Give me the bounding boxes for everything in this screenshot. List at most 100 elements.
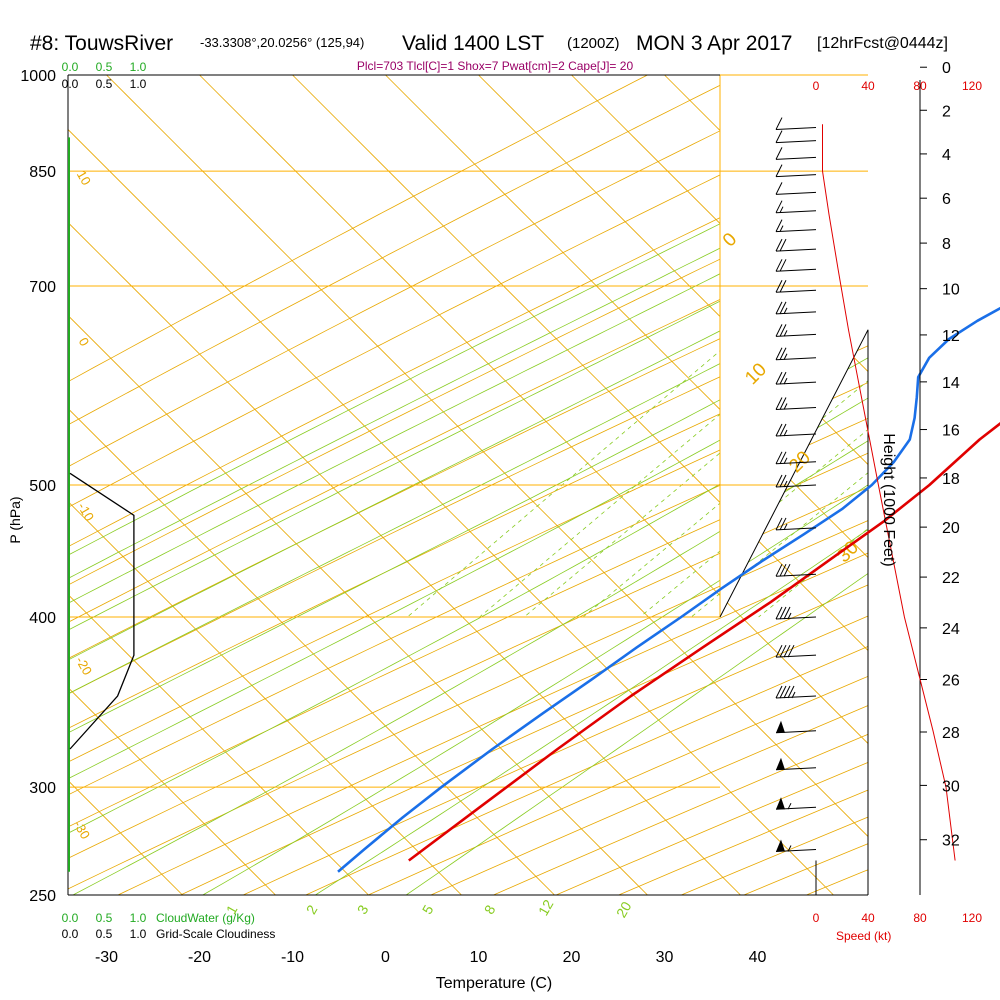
wind-barb-flag	[779, 685, 787, 699]
wind-barb-pennant	[776, 839, 785, 852]
wind-barb-pennant	[776, 797, 785, 810]
sounding-indices: Plcl=703 Tlcl[C]=1 Shox=7 Pwat[cm]=2 Cap…	[357, 59, 634, 73]
wind-barb-flag	[775, 451, 783, 465]
wind-barb-half	[783, 307, 788, 315]
dry-adiabat-line	[68, 75, 868, 895]
wind-barb-flag	[779, 423, 787, 437]
height-tick-label: 20	[942, 520, 960, 537]
cloud-water-tick-bottom: 1.0	[130, 911, 147, 925]
station-location: -33.3308°,20.0256° (125,94)	[200, 35, 364, 50]
height-tick-label: 8	[942, 236, 951, 253]
station-title: #8: TouwsRiver	[30, 32, 173, 55]
dry-adiabat-line	[68, 75, 705, 895]
temperature-tick-label: 10	[470, 949, 488, 966]
dry-adiabat-line	[438, 75, 868, 895]
wind-barb-flag	[779, 397, 787, 410]
wind-barb-flag	[779, 371, 787, 385]
speed-axis-label: Speed (kt)	[836, 929, 891, 943]
height-tick-label: 24	[942, 621, 960, 638]
pressure-tick-label: 700	[29, 279, 56, 296]
wind-barb-staff	[775, 406, 817, 410]
dry-adiabat-label: -30	[71, 818, 93, 842]
mixing-ratio-label: 5	[419, 902, 437, 917]
wind-barb-flag	[775, 279, 783, 293]
mixing-ratio-line	[758, 75, 868, 618]
wind-barb-flag	[775, 200, 783, 213]
isotherm-line	[478, 75, 868, 895]
wind-barb-staff	[775, 174, 817, 178]
dry-adiabat-line	[68, 75, 868, 895]
temperature-profile	[408, 422, 1000, 862]
diagonal-boundary	[719, 329, 869, 618]
wind-barb-half	[787, 612, 792, 620]
wind-barb-half	[779, 225, 784, 232]
forecast-date: MON 3 Apr 2017	[636, 32, 792, 55]
wind-barb-flag	[775, 563, 783, 577]
isotherm-line	[68, 75, 369, 895]
cloudiness-label: Grid-Scale Cloudiness	[156, 927, 275, 941]
wind-barb-staff	[775, 311, 817, 315]
wind-barb-pennant	[776, 720, 785, 733]
wind-barb-flag	[787, 685, 795, 699]
wind-barb-staff	[775, 573, 817, 577]
cloudiness-profile	[69, 472, 135, 750]
wind-barb-flag	[779, 606, 787, 620]
wind-barb-staff	[775, 461, 817, 465]
wind-barb-flag	[779, 563, 787, 577]
wind-barb-flag	[775, 147, 783, 160]
dry-adiabat-label: -10	[75, 500, 97, 524]
temperature-tick-label: -30	[95, 949, 118, 966]
height-tick-label: 32	[942, 833, 960, 850]
dry-adiabat-line	[809, 75, 868, 895]
cloudiness-tick-top: 0.0	[62, 77, 79, 91]
dry-adiabat-line	[562, 75, 868, 895]
wind-barb-flag	[775, 130, 783, 143]
height-tick-label: 18	[942, 471, 960, 488]
wind-barb-flag	[775, 606, 783, 620]
wind-barb-flag	[775, 423, 783, 437]
mixing-ratio-label: 12	[535, 897, 557, 919]
wind-barb-flag	[775, 324, 783, 337]
dry-adiabat-line	[68, 75, 868, 895]
sounding-profiles	[69, 306, 1000, 873]
moist-adiabat-line	[202, 75, 868, 895]
pressure-tick-label: 850	[29, 164, 56, 181]
isotherm-label: 0	[719, 229, 741, 251]
pressure-tick-label: 400	[29, 610, 56, 627]
forecast-info: [12hrFcst@0444z]	[817, 35, 948, 52]
wind-barb-half	[787, 802, 792, 810]
wind-barb-flag	[779, 259, 787, 272]
speed-tick-top: 80	[913, 79, 927, 93]
speed-tick-bottom: 120	[962, 911, 982, 925]
moist-adiabat-line	[315, 75, 868, 895]
dry-adiabat-line	[68, 75, 868, 895]
zulu-time: (1200Z)	[567, 35, 620, 52]
grid-clip-group	[68, 75, 868, 895]
wind-barb-half	[783, 523, 788, 531]
cloud-water-tick-bottom: 0.5	[96, 911, 113, 925]
speed-tick-top: 0	[813, 79, 820, 93]
cloud-water-tick-top: 0.5	[96, 60, 113, 74]
mixing-ratio-label: 2	[303, 902, 321, 917]
speed-tick-top: 40	[861, 79, 875, 93]
wind-barb-flag	[783, 685, 791, 699]
wind-barb-flag	[783, 563, 791, 577]
wind-barb-staff	[775, 210, 817, 214]
cloudiness-tick-top: 0.5	[96, 77, 113, 91]
wind-barb-half	[783, 377, 788, 385]
wind-barb-half	[787, 845, 792, 852]
wind-barb-flag	[787, 644, 795, 658]
height-tick-label: 28	[942, 725, 960, 742]
moist-adiabat-line	[68, 75, 868, 895]
wind-barb-flag	[779, 238, 787, 252]
wind-barb-flag	[779, 324, 787, 337]
wind-barb-staff	[775, 289, 817, 293]
moist-adiabat-line	[68, 75, 868, 895]
isotherm-line	[68, 75, 462, 895]
dry-adiabat-line	[68, 75, 868, 895]
moist-adiabat-line	[68, 75, 868, 895]
cloudiness-tick-top: 1.0	[130, 77, 147, 91]
dry-adiabat-line	[376, 75, 868, 895]
temperature-tick-label: -10	[281, 949, 304, 966]
